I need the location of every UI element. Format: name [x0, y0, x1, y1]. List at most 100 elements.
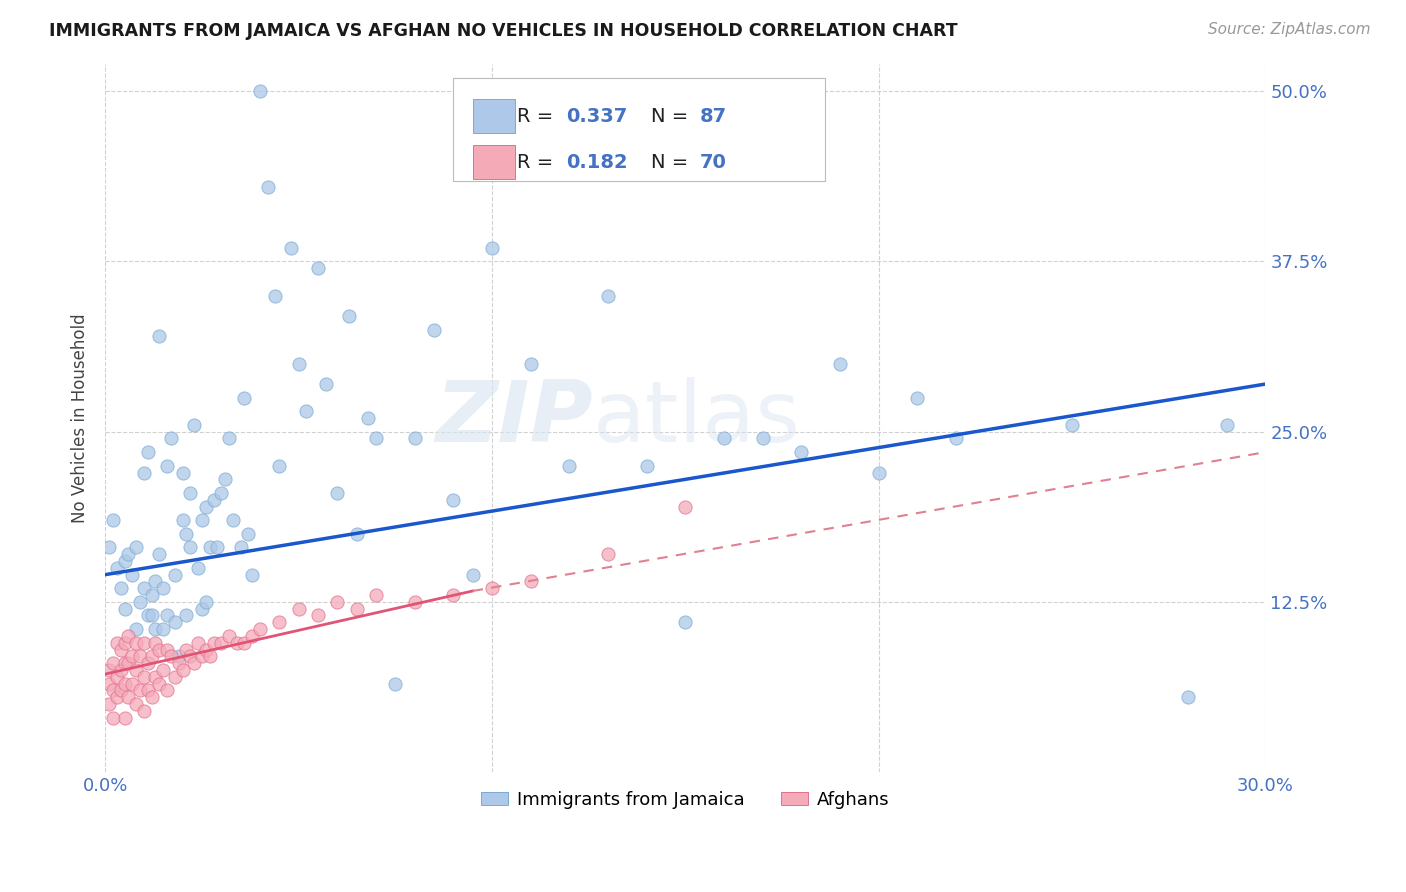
Point	[117, 629, 139, 643]
Point	[163, 567, 186, 582]
Point	[218, 432, 240, 446]
Point	[249, 622, 271, 636]
Point	[191, 601, 214, 615]
Point	[132, 581, 155, 595]
Point	[172, 513, 194, 527]
Point	[98, 697, 121, 711]
Point	[101, 656, 124, 670]
Point	[287, 601, 309, 615]
Point	[125, 541, 148, 555]
Point	[125, 663, 148, 677]
Point	[596, 288, 619, 302]
Point	[713, 432, 735, 446]
Text: N =: N =	[651, 153, 695, 172]
Point	[596, 547, 619, 561]
Point	[790, 445, 813, 459]
Point	[222, 513, 245, 527]
Point	[404, 595, 426, 609]
Point	[110, 683, 132, 698]
Point	[673, 615, 696, 630]
Point	[191, 513, 214, 527]
Point	[136, 608, 159, 623]
Point	[117, 690, 139, 705]
Point	[187, 561, 209, 575]
Point	[121, 649, 143, 664]
Text: 70: 70	[699, 153, 725, 172]
Point	[145, 622, 167, 636]
Text: atlas: atlas	[592, 376, 800, 459]
Point	[287, 357, 309, 371]
Point	[269, 615, 291, 630]
Point	[148, 329, 170, 343]
Point	[187, 636, 209, 650]
Point	[1216, 417, 1239, 432]
Point	[295, 404, 318, 418]
Point	[132, 636, 155, 650]
Point	[114, 676, 136, 690]
Point	[152, 622, 174, 636]
Point	[229, 541, 252, 555]
Point	[673, 500, 696, 514]
Point	[145, 670, 167, 684]
Point	[148, 642, 170, 657]
Point	[346, 601, 368, 615]
Point	[110, 581, 132, 595]
Text: 0.337: 0.337	[565, 107, 627, 126]
Point	[214, 472, 236, 486]
Text: 0.182: 0.182	[565, 153, 627, 172]
Point	[441, 588, 464, 602]
Point	[114, 656, 136, 670]
Point	[105, 636, 128, 650]
Point	[145, 636, 167, 650]
Point	[148, 676, 170, 690]
Point	[202, 492, 225, 507]
Point	[441, 492, 464, 507]
Point	[136, 683, 159, 698]
Point	[110, 642, 132, 657]
Point	[176, 608, 198, 623]
Point	[307, 261, 329, 276]
Point	[384, 676, 406, 690]
Point	[828, 357, 851, 371]
Point	[218, 629, 240, 643]
Point	[238, 526, 260, 541]
Point	[315, 377, 337, 392]
Point	[183, 417, 205, 432]
Point	[117, 656, 139, 670]
Point	[121, 567, 143, 582]
Point	[198, 649, 221, 664]
Point	[209, 636, 232, 650]
Point	[233, 391, 256, 405]
Point	[233, 636, 256, 650]
Text: IMMIGRANTS FROM JAMAICA VS AFGHAN NO VEHICLES IN HOUSEHOLD CORRELATION CHART: IMMIGRANTS FROM JAMAICA VS AFGHAN NO VEH…	[49, 22, 957, 40]
Text: ZIP: ZIP	[434, 376, 592, 459]
Point	[404, 432, 426, 446]
Point	[132, 466, 155, 480]
Point	[132, 704, 155, 718]
Point	[868, 466, 890, 480]
Point	[125, 636, 148, 650]
Point	[194, 642, 217, 657]
Point	[129, 683, 152, 698]
Point	[141, 588, 163, 602]
Point	[105, 561, 128, 575]
Point	[194, 595, 217, 609]
Y-axis label: No Vehicles in Household: No Vehicles in Household	[72, 313, 89, 523]
Point	[129, 649, 152, 664]
Point	[163, 670, 186, 684]
Point	[141, 649, 163, 664]
Point	[105, 690, 128, 705]
Point	[114, 636, 136, 650]
Point	[172, 466, 194, 480]
Point	[156, 458, 179, 473]
Text: R =: R =	[517, 153, 560, 172]
Point	[240, 567, 263, 582]
Point	[156, 608, 179, 623]
Legend: Immigrants from Jamaica, Afghans: Immigrants from Jamaica, Afghans	[474, 784, 897, 816]
Point	[240, 629, 263, 643]
Point	[225, 636, 247, 650]
Point	[423, 322, 446, 336]
Point	[346, 526, 368, 541]
Point	[136, 656, 159, 670]
Point	[326, 595, 349, 609]
